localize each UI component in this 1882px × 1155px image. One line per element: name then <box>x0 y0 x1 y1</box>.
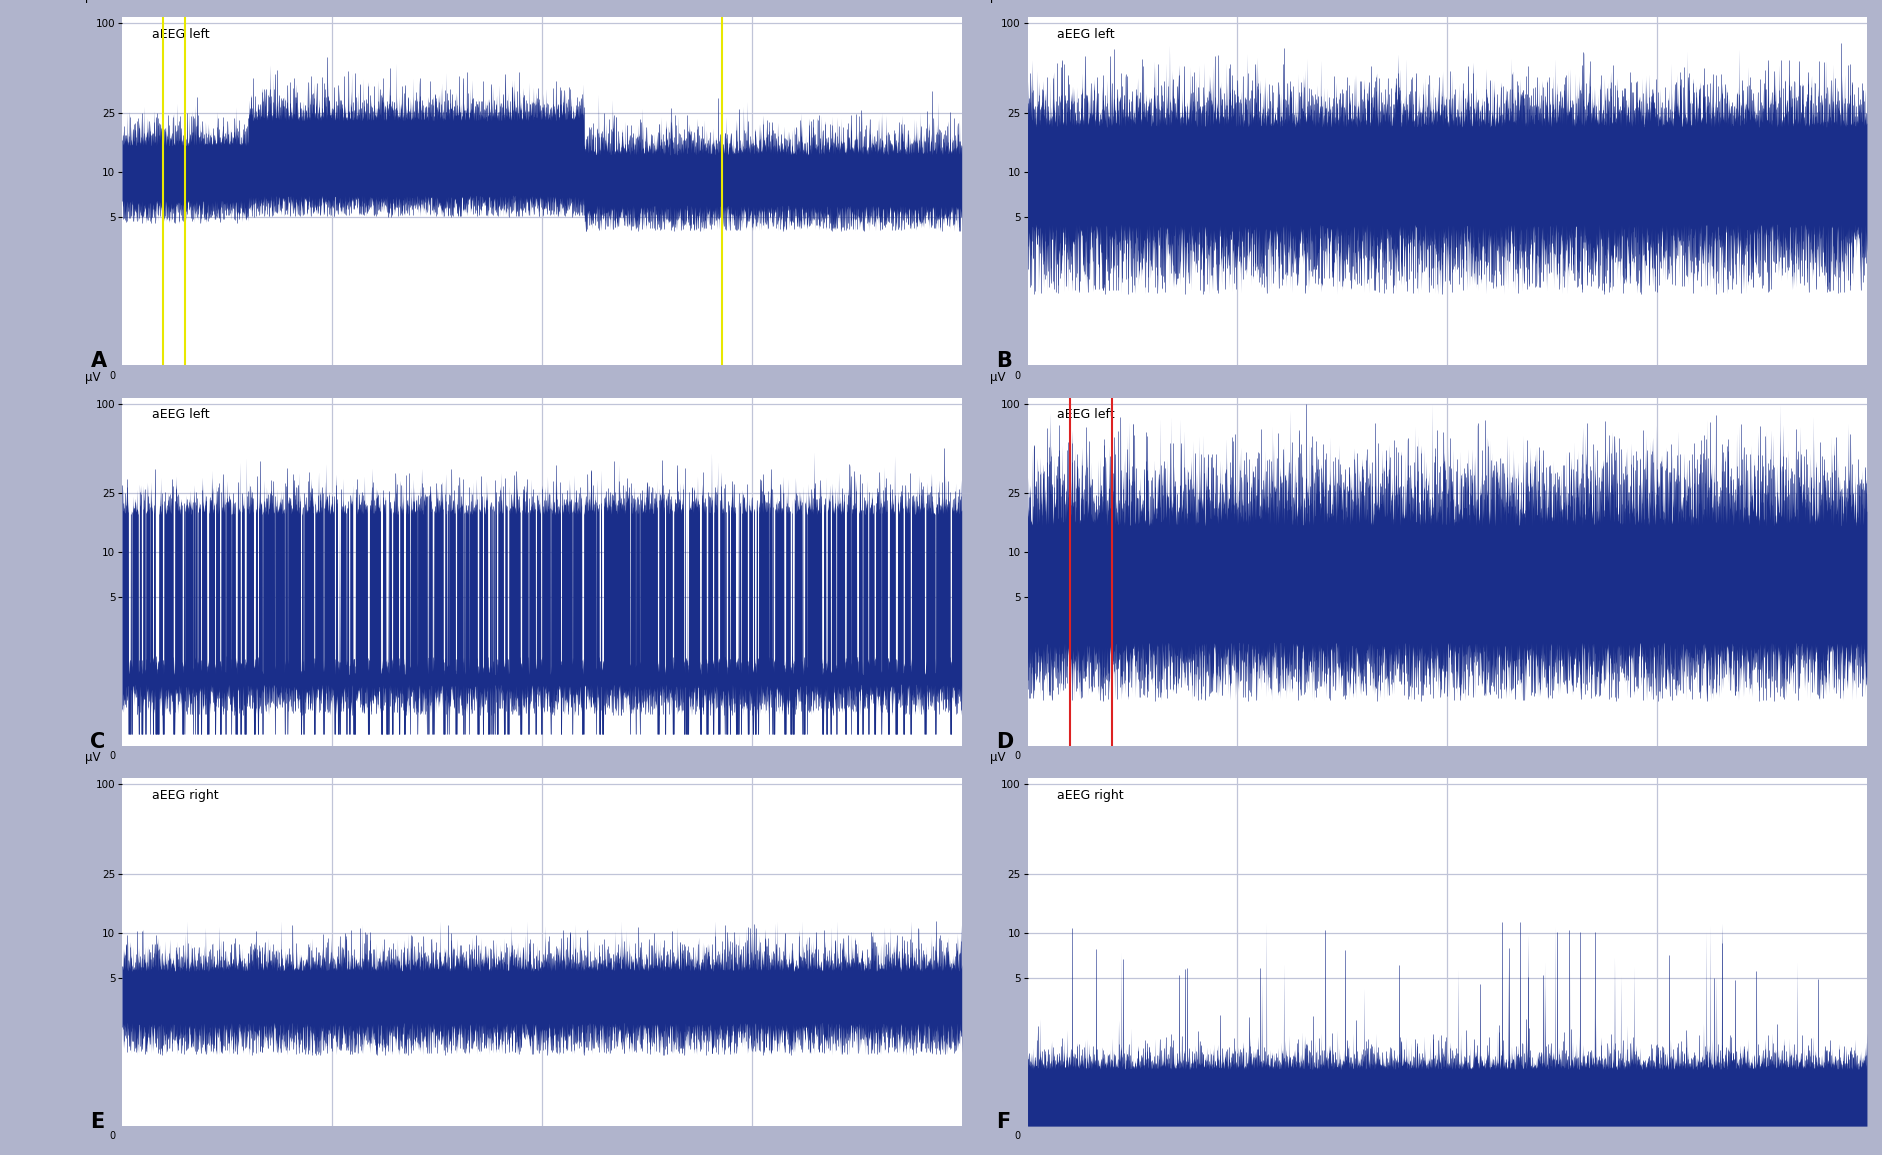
Text: aEEG left: aEEG left <box>1058 28 1114 40</box>
Text: 0: 0 <box>1014 371 1020 381</box>
Text: μV: μV <box>85 0 102 3</box>
Text: F: F <box>996 1112 1011 1132</box>
Text: μV: μV <box>990 751 1007 765</box>
Text: C: C <box>90 732 105 752</box>
Text: D: D <box>996 732 1013 752</box>
Text: 0: 0 <box>1014 751 1020 761</box>
Text: μV: μV <box>990 0 1007 3</box>
Text: A: A <box>90 351 107 372</box>
Text: μV: μV <box>85 751 102 765</box>
Text: 0: 0 <box>109 751 115 761</box>
Text: E: E <box>90 1112 105 1132</box>
Text: B: B <box>996 351 1011 372</box>
Text: aEEG right: aEEG right <box>152 789 218 802</box>
Text: 0: 0 <box>109 1132 115 1141</box>
Text: 0: 0 <box>1014 1132 1020 1141</box>
Text: aEEG left: aEEG left <box>152 28 209 40</box>
Text: 0: 0 <box>109 371 115 381</box>
Text: μV: μV <box>85 371 102 383</box>
Text: aEEG left: aEEG left <box>152 408 209 422</box>
Text: aEEG left: aEEG left <box>1058 408 1114 422</box>
Text: aEEG right: aEEG right <box>1058 789 1124 802</box>
Text: μV: μV <box>990 371 1007 383</box>
